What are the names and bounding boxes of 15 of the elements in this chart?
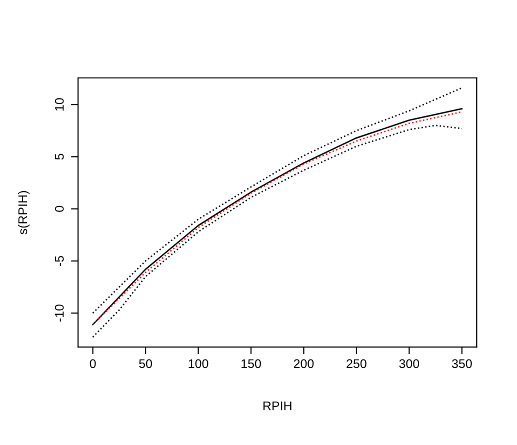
x-tick-label: 350 xyxy=(452,359,472,368)
y-tick-label: 5 xyxy=(55,154,64,160)
y-tick-label: 10 xyxy=(54,98,64,111)
x-axis-title: RPIH xyxy=(263,402,292,410)
y-axis-title: s(RPIH) xyxy=(18,191,30,234)
x-tick-label: 200 xyxy=(294,359,314,368)
y-tick-label: -5 xyxy=(55,256,64,266)
x-tick-label: 0 xyxy=(90,359,96,368)
x-tick-label: 50 xyxy=(139,359,152,368)
x-tick-label: 150 xyxy=(242,359,261,368)
x-tick-label: 100 xyxy=(188,359,208,368)
x-tick-label: 250 xyxy=(346,359,366,368)
x-tick-label: 300 xyxy=(399,359,420,368)
y-tick-label: 0 xyxy=(54,206,64,212)
y-tick-label: -10 xyxy=(54,304,64,322)
